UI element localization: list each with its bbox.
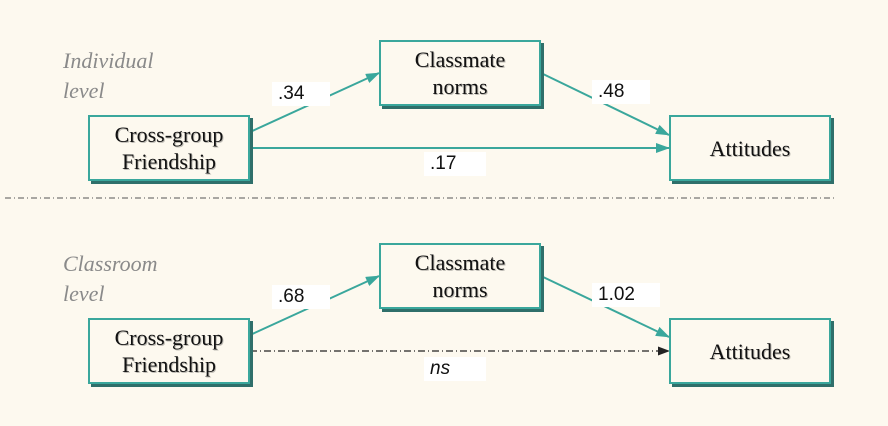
arrow-ind-norms-to-attitudes <box>540 72 670 136</box>
coef-ind-norms-attitudes: .48 <box>592 80 650 104</box>
ind-norms-box: Classmate norms <box>379 40 541 106</box>
coef-cls-friendship-attitudes: ns <box>424 357 486 381</box>
coef-cls-friendship-norms: .68 <box>272 285 330 309</box>
ind-attitudes-box: Attitudes <box>669 115 831 181</box>
ind-friendship-box: Cross-group Friendship <box>88 115 250 181</box>
cls-norms-box: Classmate norms <box>379 243 541 309</box>
coef-ind-friendship-norms: .34 <box>272 82 330 106</box>
individual-level-label: Individual level <box>63 48 154 103</box>
classroom-level-label: Classroom level <box>63 251 158 306</box>
cls-friendship-box: Cross-group Friendship <box>88 318 250 384</box>
coef-ind-friendship-attitudes: .17 <box>424 152 486 176</box>
coef-cls-norms-attitudes: 1.02 <box>592 283 660 307</box>
cls-attitudes-box: Attitudes <box>669 318 831 384</box>
